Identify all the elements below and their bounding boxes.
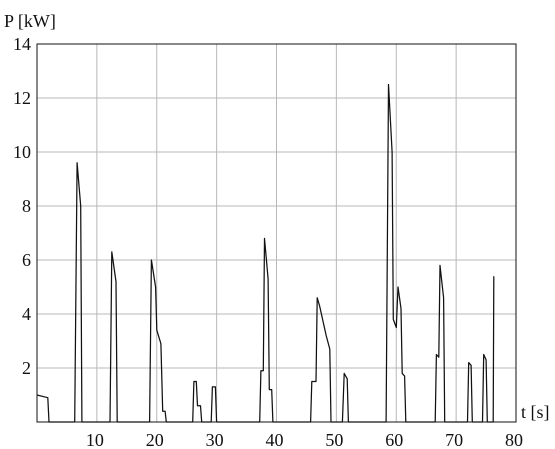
y-tick-label: 10 xyxy=(13,142,31,162)
y-tick-label: 8 xyxy=(22,196,31,216)
y-axis-title: P [kW] xyxy=(4,11,56,31)
x-tick-label: 60 xyxy=(385,430,403,449)
y-tick-label: 14 xyxy=(13,34,31,54)
y-tick-label: 6 xyxy=(22,250,31,270)
y-tick-label: 2 xyxy=(22,358,31,378)
x-tick-label: 50 xyxy=(325,430,343,449)
power-series-line xyxy=(37,85,494,423)
x-axis-title: t [s] xyxy=(521,402,550,422)
x-tick-label: 30 xyxy=(206,430,224,449)
y-tick-label: 4 xyxy=(22,304,31,324)
x-tick-label: 80 xyxy=(505,430,523,449)
x-tick-label: 10 xyxy=(86,430,104,449)
y-tick-label: 12 xyxy=(13,88,31,108)
tick-layer: 10 20 30 40 50 60 70 80 2 4 6 8 10 12 14 xyxy=(13,34,523,449)
x-tick-label: 40 xyxy=(266,430,284,449)
x-tick-label: 20 xyxy=(146,430,164,449)
x-tick-label: 70 xyxy=(445,430,463,449)
